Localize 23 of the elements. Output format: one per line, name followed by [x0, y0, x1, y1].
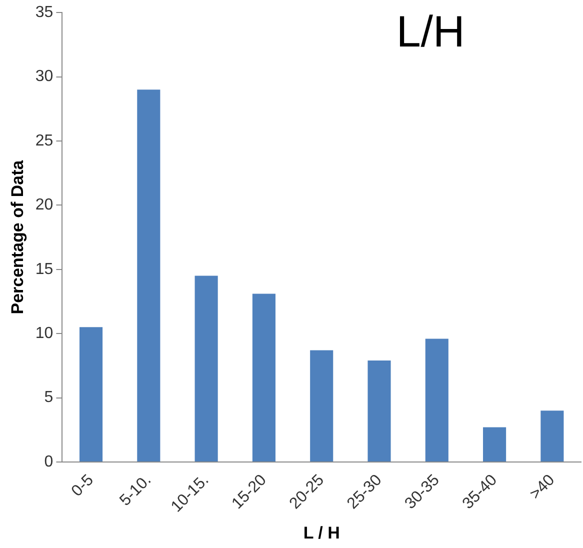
y-tick-label: 20: [35, 196, 54, 214]
y-tick-label: 10: [35, 324, 54, 342]
chart-title: L/H: [396, 8, 465, 57]
bar: [252, 294, 276, 462]
bar: [368, 360, 391, 462]
x-tick-label: 0-5: [68, 472, 98, 500]
y-axis-title: Percentage of Data: [8, 160, 27, 314]
y-tick-label: 15: [35, 260, 54, 278]
bar: [137, 90, 160, 462]
y-tick-label: 30: [35, 68, 54, 86]
x-axis-title: L / H: [303, 523, 340, 542]
bar: [194, 276, 218, 462]
y-tick-label: 35: [35, 4, 54, 22]
bar: [310, 350, 334, 462]
x-tick-label: >40: [526, 472, 558, 503]
x-tick-label: 5-10.: [116, 472, 155, 510]
bar: [483, 427, 506, 462]
bar: [425, 338, 448, 462]
bar: [79, 327, 103, 462]
bar: [540, 410, 564, 462]
y-tick-label: 0: [44, 453, 54, 470]
y-tick-label: 25: [35, 132, 54, 150]
y-tick-label: 5: [44, 389, 54, 406]
